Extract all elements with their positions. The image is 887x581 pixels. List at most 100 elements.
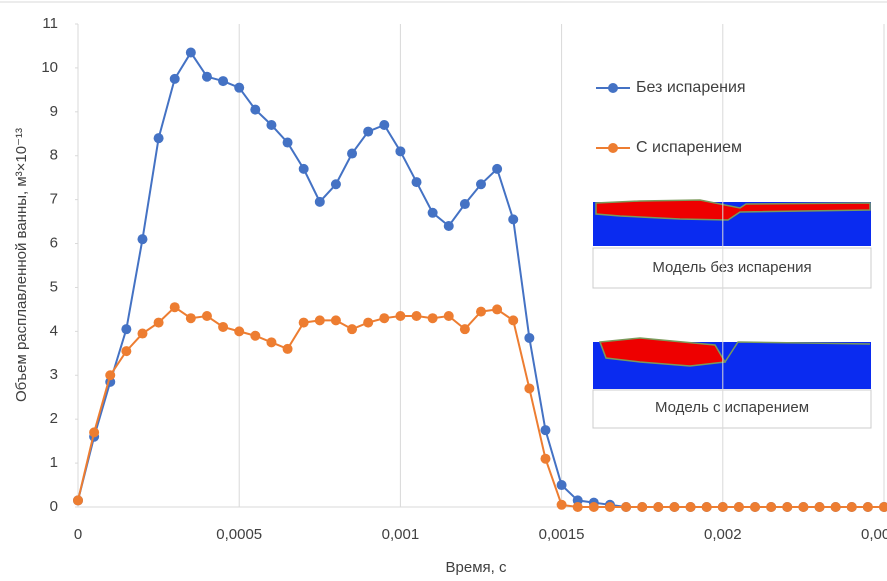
point — [702, 502, 712, 512]
point — [492, 304, 502, 314]
point — [815, 502, 825, 512]
point — [879, 502, 887, 512]
point — [395, 146, 405, 156]
point — [202, 311, 212, 321]
point — [379, 313, 389, 323]
point — [669, 502, 679, 512]
legend-label: Без испарения — [636, 79, 746, 96]
y-tick-label: 11 — [42, 15, 58, 32]
point — [154, 318, 164, 328]
x-tick-label: 0,0025 — [861, 526, 887, 543]
x-tick-label: 0,0005 — [216, 526, 262, 543]
point — [412, 311, 422, 321]
point — [557, 480, 567, 490]
point — [540, 425, 550, 435]
point — [186, 313, 196, 323]
y-tick-label: 1 — [50, 454, 58, 471]
point — [89, 427, 99, 437]
point — [782, 502, 792, 512]
point — [395, 311, 405, 321]
point — [234, 83, 244, 93]
point — [847, 502, 857, 512]
point — [347, 324, 357, 334]
point — [444, 221, 454, 231]
point — [202, 72, 212, 82]
point — [428, 313, 438, 323]
point — [653, 502, 663, 512]
point — [573, 502, 583, 512]
y-tick-label: 9 — [50, 103, 58, 120]
point — [444, 311, 454, 321]
point — [331, 315, 341, 325]
point — [476, 307, 486, 317]
y-tick-label: 6 — [50, 235, 58, 252]
point — [524, 383, 534, 393]
point — [266, 337, 276, 347]
point — [121, 346, 131, 356]
point — [718, 502, 728, 512]
y-tick-label: 10 — [41, 59, 58, 76]
point — [637, 502, 647, 512]
point — [412, 177, 422, 187]
point — [299, 164, 309, 174]
x-tick-label: 0,001 — [382, 526, 420, 543]
point — [170, 74, 180, 84]
point — [137, 329, 147, 339]
point — [605, 502, 615, 512]
point — [557, 500, 567, 510]
point — [283, 344, 293, 354]
point — [170, 302, 180, 312]
point — [508, 315, 518, 325]
inset-caption: Модель с испарением — [655, 399, 809, 416]
point — [492, 164, 502, 174]
y-tick-label: 3 — [50, 366, 58, 383]
point — [686, 502, 696, 512]
y-tick-label: 7 — [50, 191, 58, 208]
x-tick-label: 0,002 — [704, 526, 742, 543]
point — [347, 149, 357, 159]
x-tick-label: 0 — [74, 526, 82, 543]
x-axis-label: Время, с — [446, 559, 507, 576]
point — [250, 331, 260, 341]
x-tick-label: 0,0015 — [539, 526, 585, 543]
y-tick-label: 5 — [50, 278, 58, 295]
y-tick-label: 8 — [50, 147, 58, 164]
point — [766, 502, 776, 512]
y-tick-label: 4 — [50, 322, 58, 339]
inset-caption: Модель без испарения — [652, 259, 811, 276]
point — [476, 179, 486, 189]
chart: Время, с Объем расплавленной ванны, м³×1… — [0, 0, 887, 581]
point — [460, 199, 470, 209]
point — [589, 502, 599, 512]
point — [121, 324, 131, 334]
point — [218, 76, 228, 86]
legend-marker — [608, 143, 618, 153]
point — [186, 48, 196, 58]
point — [266, 120, 276, 130]
point — [750, 502, 760, 512]
legend-marker — [608, 83, 618, 93]
point — [621, 502, 631, 512]
y-axis-label: Объем расплавленной ванны, м³×10⁻¹³ — [13, 128, 30, 402]
point — [508, 214, 518, 224]
point — [734, 502, 744, 512]
point — [863, 502, 873, 512]
point — [73, 495, 83, 505]
point — [540, 454, 550, 464]
point — [154, 133, 164, 143]
point — [299, 318, 309, 328]
point — [831, 502, 841, 512]
point — [379, 120, 389, 130]
point — [315, 197, 325, 207]
y-tick-label: 0 — [50, 498, 58, 515]
point — [331, 179, 341, 189]
point — [428, 208, 438, 218]
point — [315, 315, 325, 325]
point — [460, 324, 470, 334]
point — [283, 138, 293, 148]
point — [105, 370, 115, 380]
point — [524, 333, 534, 343]
legend-label: С испарением — [636, 139, 742, 156]
point — [798, 502, 808, 512]
point — [363, 318, 373, 328]
